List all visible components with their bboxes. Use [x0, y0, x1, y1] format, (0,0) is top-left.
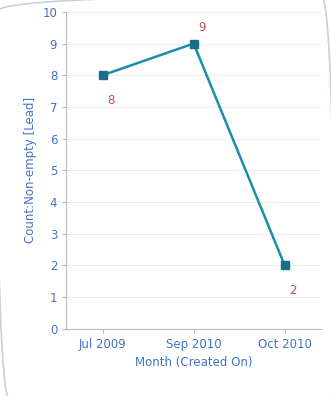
- Text: 8: 8: [107, 94, 115, 107]
- X-axis label: Month (Created On): Month (Created On): [135, 356, 252, 369]
- Text: 9: 9: [198, 21, 206, 34]
- Text: 2: 2: [289, 284, 297, 297]
- Y-axis label: Count:Non-empty [Lead]: Count:Non-empty [Lead]: [24, 97, 37, 244]
